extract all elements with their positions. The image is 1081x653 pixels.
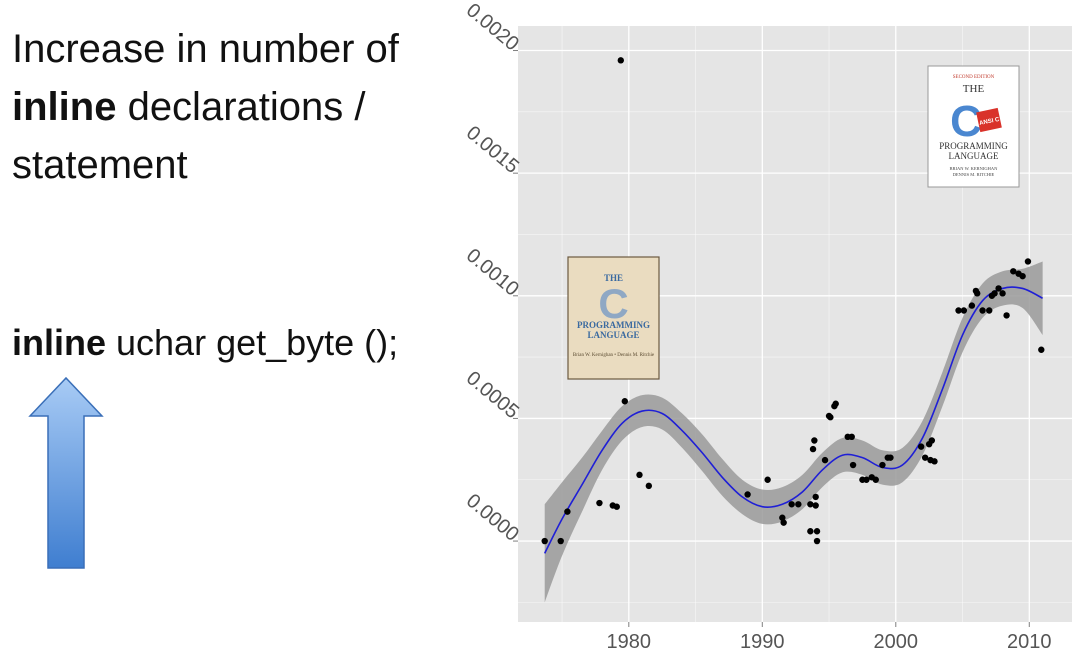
data-point (1003, 312, 1010, 319)
data-point (557, 537, 564, 545)
data-point (788, 501, 795, 508)
data-point (812, 493, 819, 501)
code-example: inline uchar get_byte (); (12, 322, 398, 364)
data-point (809, 445, 817, 453)
book-cover-first-edition: THE C PROGRAMMING LANGUAGE Brian W. Kern… (567, 256, 660, 380)
book1-title-line1: PROGRAMMING (577, 320, 650, 330)
book1-title-top: THE (604, 273, 623, 283)
data-point (617, 57, 624, 64)
data-point (541, 537, 548, 545)
data-point (999, 290, 1006, 297)
code-keyword: inline (12, 322, 107, 363)
book-cover-second-edition: SECOND EDITION THE C ANSI C PROGRAMMING … (927, 65, 1020, 188)
data-point (832, 400, 839, 407)
up-arrow-icon (28, 376, 104, 569)
x-tick-label: 1980 (607, 631, 652, 653)
book1-letter: C (598, 280, 628, 327)
data-point (1019, 272, 1026, 280)
data-point (995, 285, 1002, 292)
data-point (813, 537, 821, 545)
book2-authors-line1: BRIAN W. KERNIGHAN (950, 166, 999, 171)
data-point (917, 443, 925, 450)
book1-authors: Brian W. Kernighan • Dennis M. Ritchie (573, 353, 655, 358)
data-point (1038, 346, 1045, 353)
y-axis-ticks: 0.0000 0.0005 0.0010 0.0015 0.0020 (462, 0, 523, 546)
data-point (879, 461, 886, 469)
book2-title-top: THE (963, 83, 985, 95)
data-point (960, 307, 968, 314)
data-point (613, 503, 620, 510)
y-tick-label: 0.0000 (462, 490, 523, 546)
book2-authors-line2: DENNIS M. RITCHIE (953, 172, 995, 177)
x-tick-label: 2000 (874, 631, 919, 653)
data-point (621, 398, 628, 405)
book2-title-line2: LANGUAGE (949, 151, 999, 161)
y-tick-label: 0.0015 (462, 122, 523, 178)
data-point (807, 501, 814, 508)
data-point (821, 456, 829, 464)
y-tick-label: 0.0010 (462, 244, 523, 300)
slide-title-prefix: Increase in number of (12, 27, 399, 71)
slide-title-suffix: declarations / statement (12, 85, 366, 187)
y-tick-label: 0.0020 (462, 0, 523, 55)
book2-edition: SECOND EDITION (953, 75, 995, 80)
code-rest: uchar get_byte (); (106, 322, 399, 363)
book2-letter: C (950, 97, 982, 146)
data-point (564, 508, 571, 515)
book2-badge: ANSI C (979, 117, 1001, 127)
data-point (986, 307, 993, 314)
book2-title-line1: PROGRAMMING (939, 141, 1008, 151)
data-point (813, 528, 821, 535)
data-point (764, 476, 771, 483)
data-point (811, 437, 818, 444)
data-point (928, 437, 936, 444)
data-point (1010, 268, 1017, 275)
smooth-trend-line (543, 286, 1043, 554)
data-point (596, 499, 603, 507)
data-point (979, 307, 986, 314)
data-point (1024, 258, 1032, 265)
data-point (863, 476, 870, 483)
ansi-badge-icon (976, 107, 1002, 133)
data-point (872, 476, 879, 483)
data-point (780, 519, 787, 526)
data-point (827, 414, 834, 421)
data-point (848, 433, 855, 441)
book1-title-line2: LANGUAGE (587, 330, 639, 340)
data-point (795, 501, 802, 508)
data-point (779, 514, 786, 521)
x-tick-label: 2010 (1007, 631, 1052, 653)
data-point (968, 302, 976, 309)
data-point (931, 458, 938, 465)
data-point (849, 461, 857, 469)
data-point (744, 491, 751, 498)
data-point (955, 307, 962, 314)
data-point (991, 290, 998, 297)
data-point (887, 454, 894, 461)
slide-title: Increase in number of inline declaration… (12, 20, 432, 194)
data-points (541, 57, 1045, 545)
y-tick-label: 0.0005 (462, 367, 523, 423)
x-axis-ticks: 1980 1990 2000 2010 (607, 622, 1052, 653)
data-point (636, 471, 643, 479)
data-point (807, 528, 814, 535)
data-point (645, 482, 653, 490)
x-tick-label: 1990 (740, 631, 785, 653)
data-point (974, 290, 981, 297)
data-point (812, 502, 819, 509)
slide-title-bold: inline (12, 85, 117, 129)
data-point (921, 454, 929, 461)
